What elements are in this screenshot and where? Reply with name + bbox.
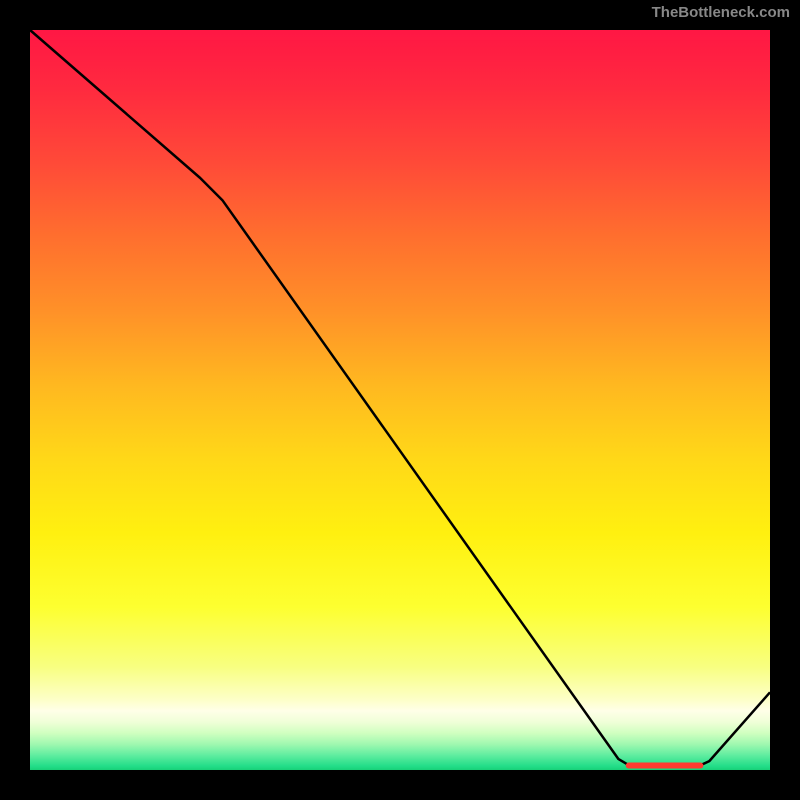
bottleneck-chart bbox=[0, 0, 800, 800]
plot-area bbox=[30, 30, 770, 770]
attribution-text: TheBottleneck.com bbox=[652, 4, 790, 21]
chart-container: TheBottleneck.com bbox=[0, 0, 800, 800]
optimal-range-marker bbox=[626, 763, 704, 769]
